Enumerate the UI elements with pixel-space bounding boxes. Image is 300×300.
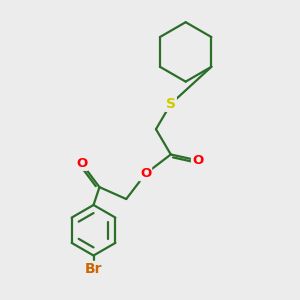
Text: O: O xyxy=(140,167,151,180)
Text: O: O xyxy=(76,157,87,170)
Text: O: O xyxy=(192,154,203,167)
Text: Br: Br xyxy=(85,262,102,276)
Text: S: S xyxy=(166,97,176,111)
